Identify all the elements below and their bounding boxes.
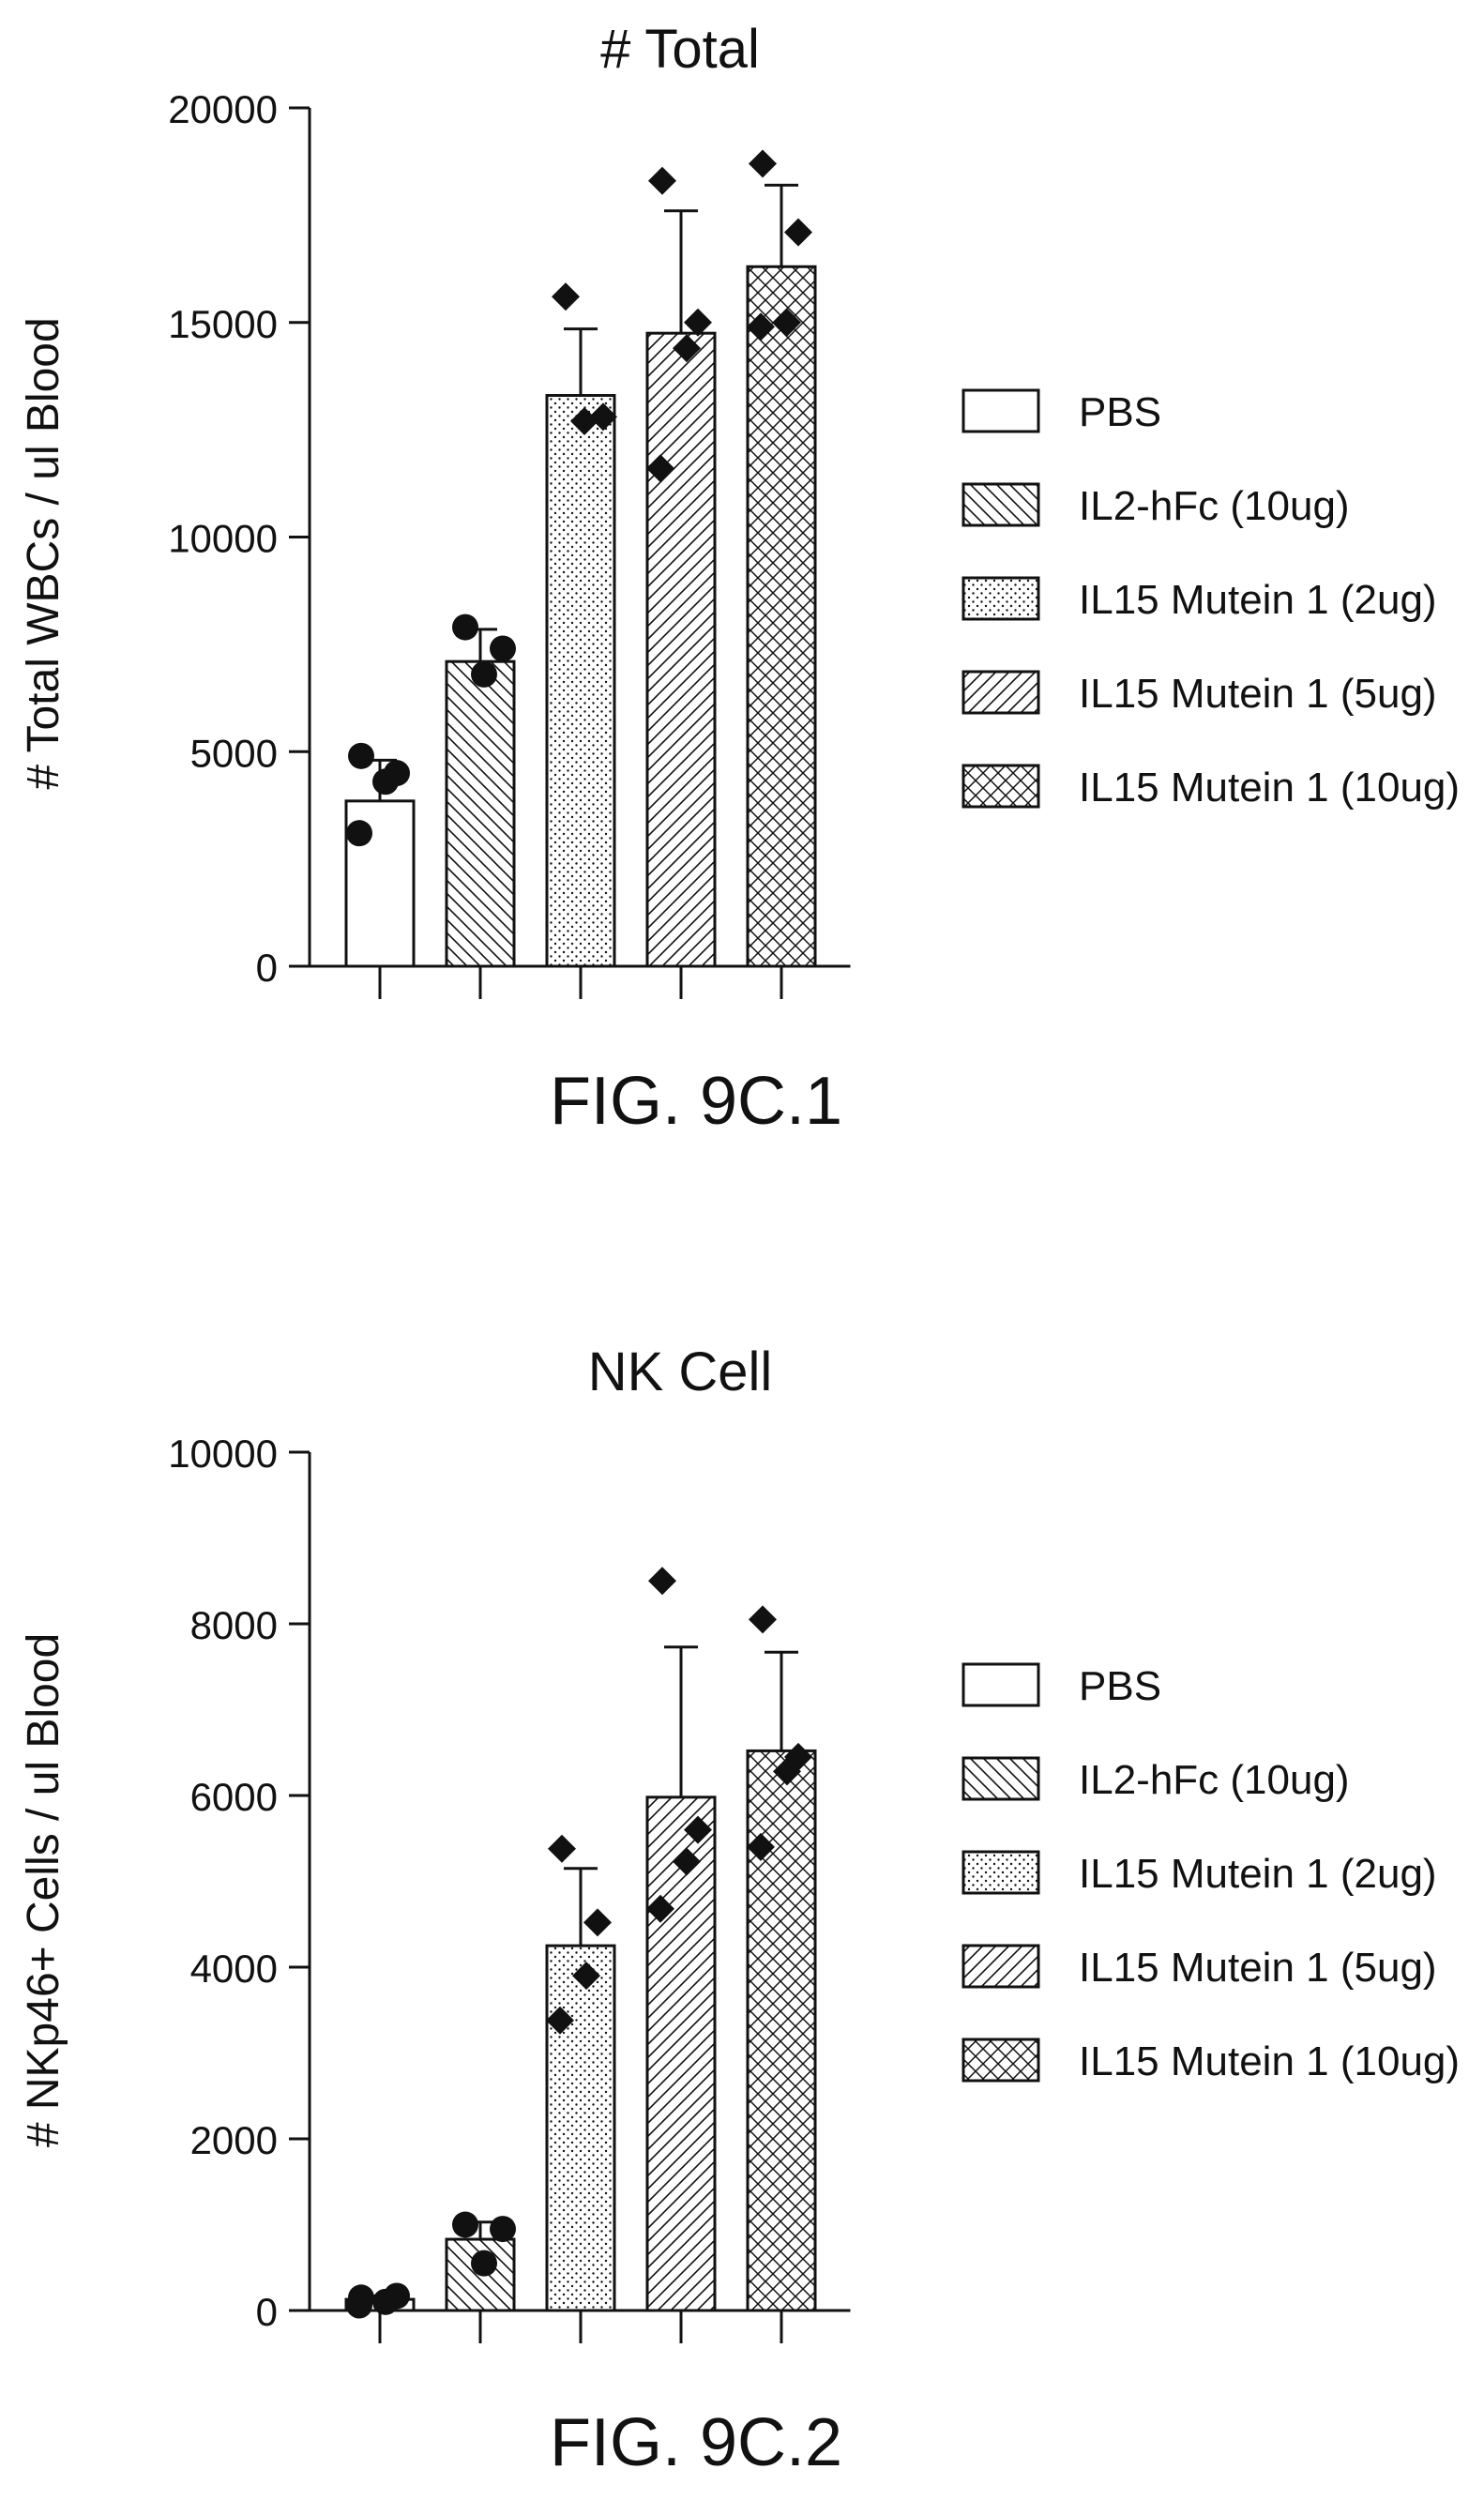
- data-point: [471, 2250, 497, 2277]
- data-point: [346, 820, 372, 847]
- y-tick-label: 4000: [190, 1947, 278, 1991]
- legend: PBS IL2-hFc (10ug) IL15 Mutein 1 (2ug) IL15…: [962, 1662, 1460, 2084]
- bar: [445, 659, 516, 968]
- error-bars: [363, 183, 798, 801]
- data-point: [747, 1832, 775, 1861]
- data-point: [648, 166, 676, 195]
- legend-swatch: [962, 388, 1040, 433]
- data-point: [372, 2288, 399, 2315]
- legend-label: IL2-hFc (10ug): [1079, 1757, 1350, 1803]
- chart-title: # Total: [600, 19, 760, 80]
- y-tick-label: 10000: [168, 1432, 278, 1476]
- y-axis-label: # NKp46+ Cells / ul Blood: [19, 1633, 68, 2147]
- legend-swatch: [962, 2038, 1040, 2083]
- legend-label: IL15 Mutein 1 (2ug): [1079, 1851, 1437, 1897]
- data-point: [346, 2292, 372, 2319]
- y-tick-label: 8000: [190, 1603, 278, 1647]
- figure-label: FIG. 9C.1: [550, 1064, 842, 1139]
- axes: [308, 108, 851, 999]
- data-point: [372, 768, 399, 795]
- data-point: [471, 660, 497, 688]
- y-tick-label: 15000: [168, 302, 278, 346]
- legend-label: IL15 Mutein 1 (10ug): [1079, 765, 1460, 811]
- legend-label: IL15 Mutein 1 (5ug): [1079, 1945, 1437, 1991]
- data-point: [452, 614, 478, 641]
- legend-label: IL15 Mutein 1 (2ug): [1079, 577, 1437, 623]
- data-point: [773, 308, 801, 337]
- data-point: [548, 1834, 576, 1863]
- y-tick-label: 2000: [190, 2118, 278, 2162]
- data-point: [773, 1757, 801, 1786]
- legend-swatch: [962, 670, 1040, 715]
- data-point: [784, 218, 812, 247]
- legend-swatch: [962, 1662, 1040, 1707]
- data-point: [684, 1815, 712, 1844]
- data-point: [749, 149, 777, 178]
- data-point: [673, 1847, 701, 1876]
- data-point: [646, 454, 674, 483]
- bar: [545, 394, 616, 968]
- legend-label: IL15 Mutein 1 (10ug): [1079, 2038, 1460, 2084]
- data-point: [348, 742, 374, 769]
- data-point: [490, 635, 516, 662]
- bar: [645, 1795, 717, 2312]
- data-points: [346, 1567, 812, 2319]
- y-tick-label: 0: [256, 946, 278, 990]
- data-point: [546, 2006, 574, 2035]
- data-point: [684, 308, 712, 337]
- data-point: [648, 1567, 676, 1596]
- y-axis-ticks: 0 5000 10000 15000 20000: [168, 87, 310, 990]
- data-point: [552, 282, 580, 311]
- legend-swatch: [962, 576, 1040, 621]
- bar: [746, 1749, 817, 2312]
- figure-label: FIG. 9C.2: [550, 2405, 842, 2480]
- bars: [344, 1749, 817, 2312]
- data-point: [646, 1894, 674, 1923]
- axes: [308, 1452, 851, 2343]
- data-point: [572, 1962, 600, 1991]
- y-tick-label: 6000: [190, 1775, 278, 1819]
- legend-label: PBS: [1079, 1663, 1161, 1709]
- bar: [645, 331, 717, 968]
- data-point: [747, 312, 775, 341]
- chart-total-wbc: # Total # Total WBCs / ul Blood 0 5000 100…: [19, 19, 1460, 1139]
- chart-nk-cell: NK Cell # NKp46+ Cells / ul Blood 0 2000 4…: [19, 1341, 1460, 2480]
- data-point: [583, 1908, 612, 1937]
- legend-swatch: [962, 1756, 1040, 1801]
- data-point: [673, 334, 701, 363]
- data-points: [346, 149, 812, 847]
- chart-title: NK Cell: [588, 1341, 773, 1402]
- data-point: [490, 2216, 516, 2243]
- legend-swatch: [962, 1850, 1040, 1895]
- y-tick-label: 20000: [168, 87, 278, 131]
- legend: PBS IL2-hFc (10ug) IL15 Mutein 1 (2ug) IL15…: [962, 388, 1460, 811]
- y-tick-label: 10000: [168, 517, 278, 561]
- data-point: [589, 402, 617, 432]
- data-point: [452, 2211, 478, 2238]
- legend-swatch: [962, 482, 1040, 527]
- y-axis-label: # Total WBCs / ul Blood: [19, 317, 68, 789]
- y-axis-ticks: 0 2000 4000 6000 8000 10000: [168, 1432, 310, 2334]
- bar: [545, 1944, 616, 2312]
- legend-label: PBS: [1079, 389, 1161, 435]
- data-point: [749, 1605, 777, 1634]
- legend-label: IL15 Mutein 1 (5ug): [1079, 671, 1437, 717]
- y-tick-label: 0: [256, 2290, 278, 2334]
- data-point: [570, 406, 598, 435]
- y-tick-label: 5000: [190, 731, 278, 775]
- legend-swatch: [962, 1944, 1040, 1989]
- bar: [746, 265, 817, 968]
- legend-label: IL2-hFc (10ug): [1079, 483, 1350, 529]
- legend-swatch: [962, 764, 1040, 809]
